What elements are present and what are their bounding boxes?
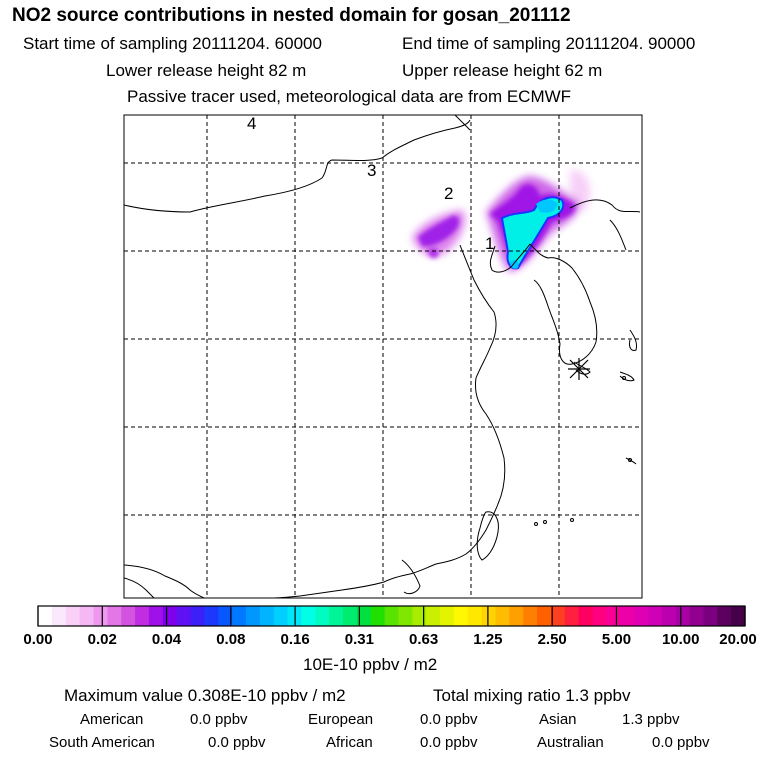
colorbar-tick-label: 0.00 (23, 631, 53, 648)
colorbar-cell (592, 606, 607, 626)
coastlines (124, 115, 641, 598)
colorbar-tick-label: 0.16 (280, 631, 310, 648)
source-marker-1: 1 (485, 234, 494, 253)
colorbar-tick-label: 1.25 (473, 631, 503, 648)
colorbar-cell (148, 606, 164, 626)
colorbar-cell (204, 606, 219, 626)
colorbar-cell (495, 606, 510, 626)
colorbar-cell (176, 606, 192, 626)
colorbar-cell (329, 606, 344, 626)
colorbar-tick-label: 0.08 (216, 631, 246, 648)
colorbar-cell (370, 606, 386, 626)
chart-title: NO2 source contributions in nested domai… (12, 5, 571, 26)
colorbar-cell (661, 606, 677, 626)
concentration-plume (412, 169, 591, 272)
colorbar-cell (398, 606, 413, 626)
colorbar-cell (259, 606, 275, 626)
colorbar-cell (731, 606, 746, 626)
colorbar-cell (412, 606, 427, 626)
colorbar-cell (65, 606, 81, 626)
colorbar-tick-label: 0.31 (344, 631, 374, 648)
colorbar-cell (162, 606, 178, 626)
colorbar-tick-label: 0.04 (151, 631, 182, 648)
colorbar-cell (135, 606, 150, 626)
colorbar-tick-label: 0.63 (409, 631, 439, 648)
colorbar-cell (315, 606, 330, 626)
colorbar-cell (481, 606, 497, 626)
region-name: Asian (539, 711, 577, 728)
colorbar-cell (79, 606, 95, 626)
colorbar-cell (675, 606, 691, 626)
lower-release-label: Lower release height 82 m (106, 61, 307, 80)
colorbar-cell (467, 606, 483, 626)
region-name: Australian (537, 734, 604, 751)
colorbar-cell (38, 606, 53, 626)
region-name: American (80, 711, 144, 728)
source-marker-3: 3 (367, 161, 376, 180)
colorbar-cell (232, 606, 247, 626)
colorbar-cell (634, 606, 649, 626)
receptor-asterisk-icon (568, 358, 590, 380)
colorbar-cell (703, 606, 718, 626)
colorbar-cell (689, 606, 705, 626)
source-marker-2: 2 (444, 184, 453, 203)
colorbar-cell (578, 606, 594, 626)
colorbar-cell (537, 606, 552, 626)
region-name: African (326, 734, 373, 751)
colorbar-cell (509, 606, 524, 626)
colorbar-cell (301, 606, 316, 626)
colorbar-cell (440, 606, 455, 626)
colorbar-cell (273, 606, 289, 626)
tracer-note: Passive tracer used, meteorological data… (127, 87, 572, 106)
colorbar-cell (550, 606, 566, 626)
colorbar-tick-label: 2.50 (537, 631, 567, 648)
colorbar-cell (190, 606, 205, 626)
region-name: South American (49, 734, 155, 751)
colorbar-tick-label: 0.02 (87, 631, 117, 648)
colorbar-cell (93, 606, 108, 626)
graticule (124, 115, 642, 598)
colorbar-cell (356, 606, 372, 626)
start-time-label: Start time of sampling 20111204. 60000 (23, 34, 322, 53)
colorbar-cell (121, 606, 136, 626)
colorbar-cell (564, 606, 580, 626)
colorbar-cell (523, 606, 538, 626)
colorbar-unit: 10E-10 ppbv / m2 (303, 655, 438, 674)
upper-release-label: Upper release height 62 m (402, 61, 603, 80)
colorbar-tick-label: 5.00 (601, 631, 632, 648)
colorbar-cell (245, 606, 261, 626)
colorbar-cell (606, 606, 621, 626)
region-value: 0.0 ppbv (652, 734, 710, 751)
colorbar-cell (342, 606, 358, 626)
region-name: European (308, 711, 374, 728)
colorbar-cell (647, 606, 663, 626)
colorbar-cell (51, 606, 67, 626)
region-value: 0.0 ppbv (190, 711, 248, 728)
colorbar-cell (717, 606, 732, 626)
max-value: Maximum value 0.308E-10 ppbv / m2 (64, 686, 346, 705)
colorbar-cell (218, 606, 233, 626)
colorbar-cell (107, 606, 122, 626)
colorbar-cell (426, 606, 441, 626)
region-value: 1.3 ppbv (622, 711, 680, 728)
colorbar-cell (620, 606, 635, 626)
colorbar-tick-label: 20.00 (719, 631, 757, 648)
colorbar-tick-label: 10.00 (661, 631, 700, 648)
map-frame (123, 114, 643, 599)
total-mixing-ratio: Total mixing ratio 1.3 ppbv (433, 686, 631, 705)
colorbar-cell (384, 606, 400, 626)
region-value: 0.0 ppbv (420, 711, 478, 728)
region-value: 0.0 ppbv (208, 734, 266, 751)
colorbar-cell (453, 606, 469, 626)
end-time-label: End time of sampling 20111204. 90000 (402, 34, 696, 53)
source-marker-4: 4 (247, 114, 256, 133)
region-value: 0.0 ppbv (420, 734, 478, 751)
